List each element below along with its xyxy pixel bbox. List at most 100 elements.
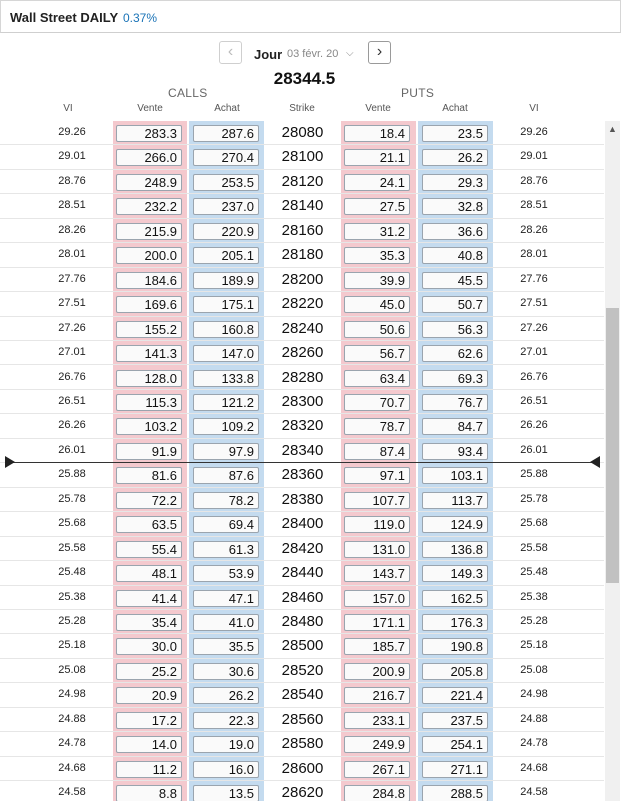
put-buy-price[interactable]: 288.5 [422,785,488,801]
put-buy-price[interactable]: 32.8 [422,198,488,216]
put-buy-price[interactable]: 69.3 [422,369,488,387]
call-sell-price[interactable]: 63.5 [116,516,182,534]
call-buy-price[interactable]: 253.5 [193,173,259,191]
call-buy-price[interactable]: 53.9 [193,565,259,583]
put-sell-price[interactable]: 107.7 [344,491,410,509]
put-sell-price[interactable]: 21.1 [344,149,410,167]
put-sell-price[interactable]: 143.7 [344,565,410,583]
put-buy-price[interactable]: 190.8 [422,638,488,656]
call-buy-price[interactable]: 78.2 [193,491,259,509]
put-sell-price[interactable]: 24.1 [344,173,410,191]
call-sell-price[interactable]: 169.6 [116,296,182,314]
put-buy-price[interactable]: 26.2 [422,149,488,167]
call-sell-price[interactable]: 91.9 [116,442,182,460]
put-sell-price[interactable]: 233.1 [344,711,410,729]
call-sell-price[interactable]: 25.2 [116,662,182,680]
call-buy-price[interactable]: 160.8 [193,320,259,338]
call-buy-price[interactable]: 87.6 [193,467,259,485]
call-buy-price[interactable]: 270.4 [193,149,259,167]
put-buy-price[interactable]: 271.1 [422,760,488,778]
put-sell-price[interactable]: 267.1 [344,760,410,778]
call-sell-price[interactable]: 103.2 [116,418,182,436]
put-buy-price[interactable]: 176.3 [422,614,488,631]
put-buy-price[interactable]: 62.6 [422,345,488,363]
call-sell-price[interactable]: 55.4 [116,540,182,558]
put-buy-price[interactable]: 40.8 [422,247,488,265]
put-sell-price[interactable]: 56.7 [344,345,410,363]
next-date-button[interactable]: › [368,41,391,64]
call-buy-price[interactable]: 41.0 [193,614,259,631]
put-buy-price[interactable]: 23.5 [422,125,488,142]
put-sell-price[interactable]: 78.7 [344,418,410,436]
put-sell-price[interactable]: 200.9 [344,662,410,680]
call-sell-price[interactable]: 283.3 [116,125,182,142]
put-buy-price[interactable]: 136.8 [422,540,488,558]
call-buy-price[interactable]: 287.6 [193,125,259,142]
scroll-up-icon[interactable]: ▲ [608,124,617,134]
put-buy-price[interactable]: 221.4 [422,687,488,705]
put-sell-price[interactable]: 50.6 [344,320,410,338]
put-buy-price[interactable]: 76.7 [422,393,488,411]
put-sell-price[interactable]: 216.7 [344,687,410,705]
call-sell-price[interactable]: 184.6 [116,271,182,289]
put-buy-price[interactable]: 36.6 [422,222,488,240]
put-buy-price[interactable]: 84.7 [422,418,488,436]
call-sell-price[interactable]: 232.2 [116,198,182,216]
call-sell-price[interactable]: 81.6 [116,467,182,485]
put-buy-price[interactable]: 50.7 [422,296,488,314]
put-sell-price[interactable]: 97.1 [344,467,410,485]
call-buy-price[interactable]: 61.3 [193,540,259,558]
chevron-down-icon[interactable]: ⌵ [346,48,354,59]
call-sell-price[interactable]: 115.3 [116,393,182,411]
put-buy-price[interactable]: 254.1 [422,736,488,754]
call-sell-price[interactable]: 41.4 [116,589,182,607]
call-buy-price[interactable]: 97.9 [193,442,259,460]
call-buy-price[interactable]: 16.0 [193,760,259,778]
put-sell-price[interactable]: 284.8 [344,785,410,801]
call-buy-price[interactable]: 30.6 [193,662,259,680]
put-buy-price[interactable]: 113.7 [422,491,488,509]
call-sell-price[interactable]: 35.4 [116,614,182,631]
call-buy-price[interactable]: 35.5 [193,638,259,656]
scroll-thumb[interactable] [606,308,619,583]
call-buy-price[interactable]: 189.9 [193,271,259,289]
call-buy-price[interactable]: 22.3 [193,711,259,729]
call-sell-price[interactable]: 200.0 [116,247,182,265]
put-buy-price[interactable]: 45.5 [422,271,488,289]
put-buy-price[interactable]: 93.4 [422,442,488,460]
expiry-date-select[interactable]: 03 févr. 20 [287,48,339,60]
call-sell-price[interactable]: 141.3 [116,345,182,363]
put-buy-price[interactable]: 162.5 [422,589,488,607]
call-buy-price[interactable]: 175.1 [193,296,259,314]
call-buy-price[interactable]: 121.2 [193,393,259,411]
put-sell-price[interactable]: 39.9 [344,271,410,289]
call-sell-price[interactable]: 266.0 [116,149,182,167]
call-buy-price[interactable]: 133.8 [193,369,259,387]
put-sell-price[interactable]: 157.0 [344,589,410,607]
call-sell-price[interactable]: 128.0 [116,369,182,387]
call-sell-price[interactable]: 215.9 [116,222,182,240]
put-buy-price[interactable]: 124.9 [422,516,488,534]
call-sell-price[interactable]: 20.9 [116,687,182,705]
call-sell-price[interactable]: 155.2 [116,320,182,338]
put-buy-price[interactable]: 103.1 [422,467,488,485]
put-sell-price[interactable]: 185.7 [344,638,410,656]
put-sell-price[interactable]: 63.4 [344,369,410,387]
call-buy-price[interactable]: 13.5 [193,785,259,801]
put-sell-price[interactable]: 171.1 [344,614,410,631]
put-buy-price[interactable]: 149.3 [422,565,488,583]
call-buy-price[interactable]: 147.0 [193,345,259,363]
previous-date-button[interactable]: ‹ [219,41,242,64]
put-sell-price[interactable]: 31.2 [344,222,410,240]
call-sell-price[interactable]: 14.0 [116,736,182,754]
put-sell-price[interactable]: 27.5 [344,198,410,216]
call-buy-price[interactable]: 220.9 [193,222,259,240]
put-buy-price[interactable]: 205.8 [422,662,488,680]
call-buy-price[interactable]: 205.1 [193,247,259,265]
call-sell-price[interactable]: 17.2 [116,711,182,729]
call-buy-price[interactable]: 237.0 [193,198,259,216]
put-buy-price[interactable]: 56.3 [422,320,488,338]
put-sell-price[interactable]: 131.0 [344,540,410,558]
call-buy-price[interactable]: 47.1 [193,589,259,607]
put-sell-price[interactable]: 249.9 [344,736,410,754]
